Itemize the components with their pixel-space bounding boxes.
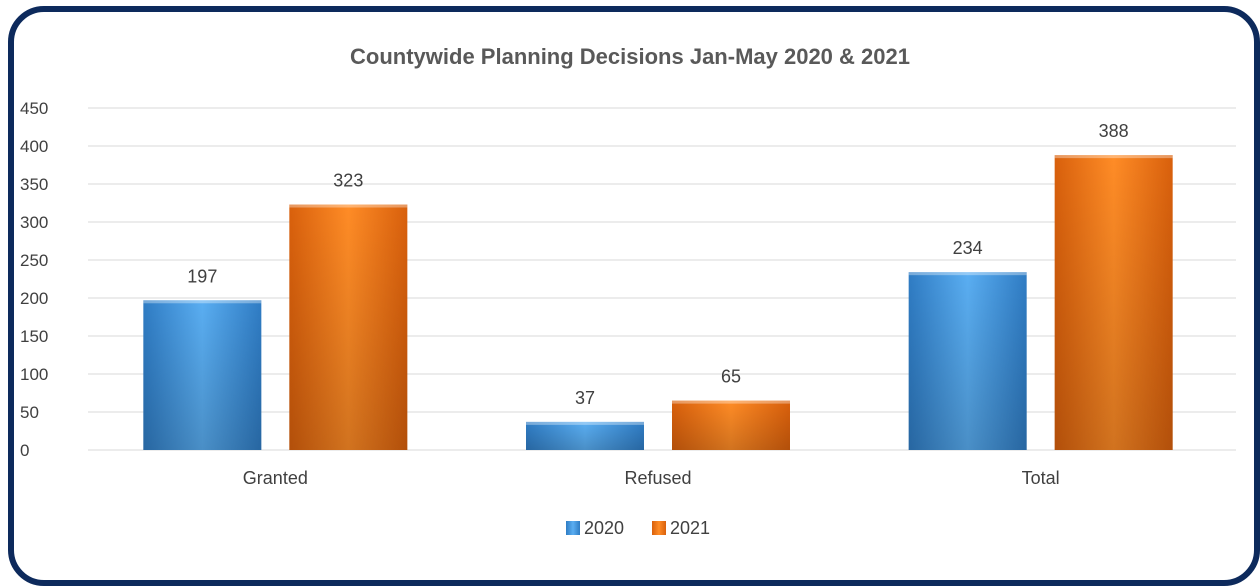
y-tick-label: 450 (20, 99, 48, 118)
y-tick-label: 400 (20, 137, 48, 156)
bar-shade (908, 272, 1027, 450)
legend-label-2021: 2021 (670, 518, 710, 538)
y-tick-label: 300 (20, 213, 48, 232)
data-label: 388 (1099, 121, 1129, 141)
data-label: 234 (953, 238, 983, 258)
y-tick-label: 150 (20, 327, 48, 346)
y-tick-label: 250 (20, 251, 48, 270)
x-tick-label: Refused (624, 468, 691, 488)
x-tick-label: Granted (243, 468, 308, 488)
chart-frame (8, 6, 1260, 586)
bar-highlight (672, 400, 790, 404)
legend-label-2020: 2020 (584, 518, 624, 538)
legend-swatch-2021 (652, 521, 666, 535)
y-tick-label: 50 (20, 403, 39, 422)
bar-highlight (143, 300, 262, 304)
x-tick-label: Total (1022, 468, 1060, 488)
bar-highlight (526, 421, 644, 425)
bar-chart: 0 50 100 150 200 250 300 350 400 450 197 323 Grante… (20, 99, 1236, 538)
data-label: 197 (187, 266, 217, 286)
bar-shade (526, 421, 644, 450)
bar-highlight (908, 272, 1027, 276)
y-tick-label: 350 (20, 175, 48, 194)
y-tick-label: 0 (20, 441, 29, 460)
y-tick-label: 100 (20, 365, 48, 384)
legend-swatch-2020 (566, 521, 580, 535)
data-label: 37 (575, 388, 595, 408)
bar-shade (289, 204, 408, 450)
data-label: 323 (333, 171, 363, 191)
data-label: 65 (721, 367, 741, 387)
y-tick-label: 200 (20, 289, 48, 308)
bar-highlight (1054, 155, 1173, 159)
chart-title: Countywide Planning Decisions Jan-May 20… (350, 44, 910, 69)
bar-shade (1054, 155, 1173, 450)
bar-highlight (289, 204, 408, 208)
bar-shade (672, 400, 790, 450)
bar-shade (143, 300, 262, 450)
